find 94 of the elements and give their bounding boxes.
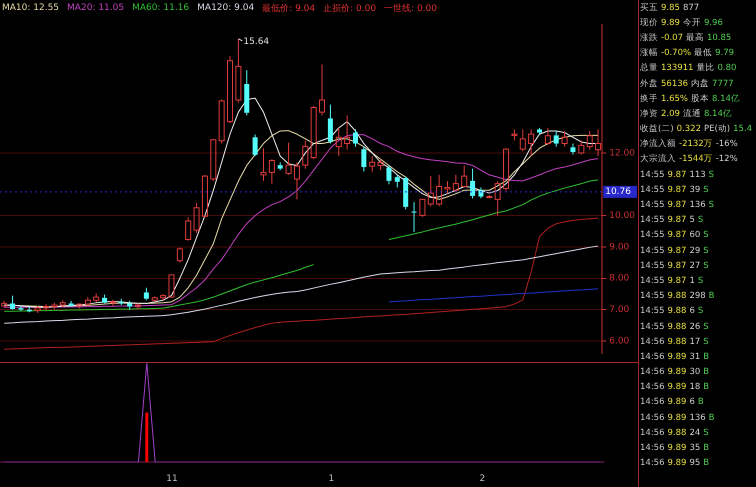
candlestick: [18, 305, 24, 312]
candlestick: [428, 176, 434, 207]
y-tick-label: 8.00: [609, 274, 630, 284]
text: MA10: 12.55: [2, 3, 60, 13]
text: 总量 133911 量比 0.80: [640, 62, 736, 74]
text: 净资 2.09 流通 8.14亿: [640, 108, 732, 120]
candlestick: [344, 114, 350, 150]
text: 收益(二) 0.322 PE(动) 15.4: [640, 123, 752, 136]
candlestick: [336, 127, 342, 157]
candlestick: [536, 127, 542, 135]
candlestick: [235, 38, 242, 104]
candlestick: [378, 158, 384, 171]
x-tick-label: 1: [328, 474, 334, 484]
y-tick-label: 7.00: [609, 305, 630, 316]
x-tick-label: 11: [166, 474, 178, 484]
text: 外盘 56136 内盘 7777: [640, 78, 734, 90]
candlestick: [511, 128, 518, 141]
text: 14:55 9.88 26 S: [640, 322, 709, 332]
candlestick: [452, 174, 459, 193]
text: 最低价: 9.04: [262, 2, 316, 14]
candlestick: [10, 295, 16, 310]
text: 现价 9.89 今开 9.96: [640, 16, 723, 29]
candlestick: [595, 128, 602, 157]
candlestick: [127, 300, 132, 310]
text: 大宗流入 -1544万 -12%: [640, 153, 738, 166]
candlestick: [102, 294, 108, 303]
candlestick: [352, 128, 358, 148]
x-tick-label: 2: [479, 474, 486, 484]
candlestick: [403, 176, 408, 210]
text: MA20: 11.05: [67, 3, 124, 13]
candlestick: [570, 143, 576, 156]
candlestick: [319, 64, 326, 116]
candlestick: [494, 180, 501, 216]
candlestick: [369, 156, 376, 172]
candlestick: [302, 140, 308, 170]
text: 14:55 9.87 1 S: [640, 276, 704, 286]
text: 14:56 9.89 30 B: [640, 367, 710, 378]
text: MA120: 9.04: [197, 3, 254, 13]
y-tick-label: 9.00: [609, 242, 630, 252]
candlestick: [470, 168, 476, 199]
text: 14:55 9.87 5 S: [640, 215, 704, 226]
text: 14:55 9.88 6 S: [640, 306, 704, 316]
candlestick: [528, 128, 534, 157]
text: 14:55 9.88 298 B: [640, 291, 715, 302]
text: 14:55 9.87 60 S: [640, 230, 709, 240]
candlestick: [562, 130, 568, 148]
text: 14:55 9.87 113 S: [640, 170, 714, 180]
candlestick: [544, 127, 551, 146]
candlestick: [520, 128, 526, 152]
candlestick: [328, 104, 333, 144]
text: 14:55 9.87 136 S: [640, 200, 714, 210]
text: 止损价: 0.00: [323, 2, 376, 14]
text: 一世线: 0.00: [384, 2, 437, 14]
text: 14:56 9.89 95 B: [640, 458, 710, 468]
candlestick: [586, 130, 593, 150]
candlestick: [294, 162, 300, 200]
text: 14:56 9.89 136 B: [640, 412, 715, 423]
text: 14:56 9.89 35 B: [640, 443, 710, 454]
candlestick: [361, 146, 366, 172]
candlestick: [268, 158, 275, 184]
y-tick-label: 6.00: [609, 336, 630, 346]
text: 买五 9.85 877: [640, 2, 700, 14]
text: 14:56 9.88 17 S: [640, 336, 709, 347]
text: 14:56 9.88 24 S: [640, 428, 709, 438]
candlestick: [436, 174, 442, 207]
y-tick-label: 10.00: [609, 210, 636, 221]
candlestick: [412, 202, 417, 232]
candlestick: [244, 70, 250, 116]
text: 涨幅 -0.70% 最低 9.79: [640, 47, 734, 60]
candlestick: [394, 174, 400, 188]
annotation: 15.64: [243, 37, 270, 48]
ref-line-label: 10.76: [605, 187, 632, 198]
text: 换手 1.65% 股本 8.14亿: [640, 92, 740, 105]
candlestick: [118, 298, 124, 306]
text: 14:55 9.87 29 S: [640, 246, 709, 256]
candlestick: [194, 202, 200, 234]
text: 14:55 9.87 27 S: [640, 260, 709, 271]
text: 14:56 9.89 31 B: [640, 352, 710, 362]
text: MA60: 11.16: [132, 3, 190, 13]
candlestick: [461, 164, 468, 188]
text: 14:56 9.89 18 B: [640, 382, 710, 392]
text: 14:55 9.87 39 S: [640, 184, 709, 195]
candlestick: [260, 148, 266, 182]
candlestick: [386, 164, 392, 185]
text: 涨跌 -0.07 最高 10.85: [640, 32, 732, 44]
candlestick: [554, 130, 559, 148]
candlestick: [252, 134, 258, 157]
candlestick: [444, 180, 451, 194]
y-tick-label: 12.00: [609, 148, 636, 158]
candlestick: [144, 287, 149, 301]
candlestick: [84, 296, 91, 306]
text: 净流入额 -2132万 -16%: [640, 138, 738, 150]
candlestick: [286, 142, 292, 176]
text: 14:56 9.89 6 B: [640, 397, 704, 408]
